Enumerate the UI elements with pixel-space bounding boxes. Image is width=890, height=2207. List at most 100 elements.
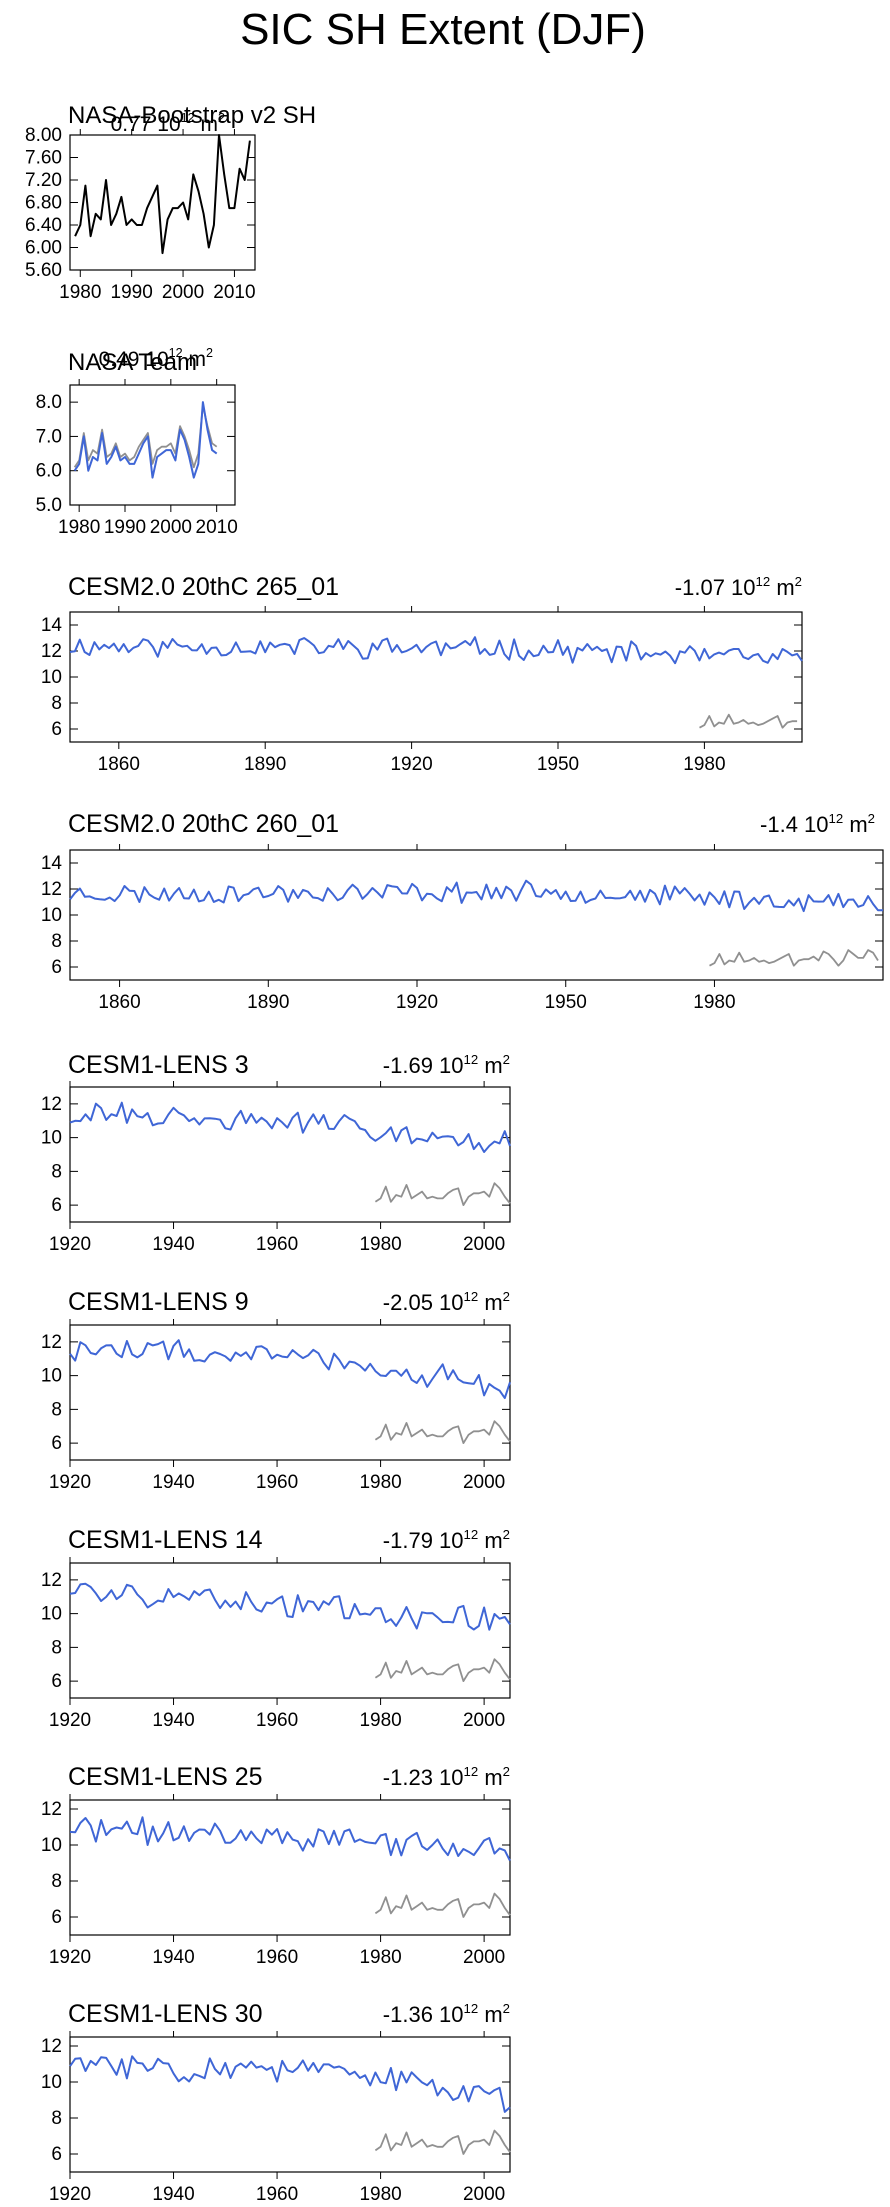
y-tick-label: 8.00 (25, 125, 62, 146)
x-tick-label: 1980 (359, 1947, 401, 1968)
y-tick-label: 10 (41, 905, 62, 926)
y-tick-label: 8 (51, 2108, 62, 2129)
chart-panel-1: NASA-Bootstrap v2 SH0.77 1012 m2 5.606.00… (25, 102, 316, 303)
x-tick-label: 1960 (256, 1234, 298, 1255)
panel-title: CESM1-LENS 3 (68, 1051, 249, 1079)
trend-label: -1.69 1012 m2 (383, 1052, 510, 1078)
x-tick-label: 1940 (152, 1710, 194, 1731)
plot-frame (69, 1086, 511, 1223)
panel-title: CESM1-LENS 30 (68, 2000, 263, 2028)
x-tick-label: 2000 (162, 282, 204, 303)
x-tick-label: 2000 (463, 2184, 505, 2205)
x-tick-label: 1920 (390, 754, 432, 775)
model-series-line (69, 1339, 511, 1400)
y-tick-label: 6.40 (25, 215, 62, 236)
y-tick-label: 14 (41, 615, 63, 636)
y-tick-label: 10 (41, 1604, 62, 1625)
y-tick-label: 14 (41, 853, 63, 874)
y-tick-label: 6.80 (25, 193, 62, 214)
chart-panel-6: CESM1-LENS 9 -2.05 1012 m2 6 8 10 12 1920 1940 1… (41, 1288, 511, 1493)
y-tick-label: 12 (41, 1799, 62, 1820)
x-tick-label: 2000 (463, 1472, 505, 1493)
y-tick-label: 8 (51, 931, 62, 952)
x-tick-label: 1990 (104, 517, 146, 538)
obs-series-line (73, 404, 218, 469)
y-tick-label: 8 (51, 1399, 62, 1420)
y-tick-label: 8 (51, 1637, 62, 1658)
y-tick-label: 10 (41, 667, 62, 688)
x-tick-label: 1980 (359, 1234, 401, 1255)
y-tick-label: 8 (51, 693, 62, 714)
panel-title: CESM2.0 20thC 265_01 (68, 573, 339, 601)
y-tick-label: 10 (41, 1835, 62, 1856)
x-tick-label: 1950 (537, 754, 579, 775)
model-series-line (69, 2055, 511, 2113)
x-tick-label: 1980 (59, 282, 101, 303)
y-tick-label: 12 (41, 879, 62, 900)
x-tick-label: 2000 (463, 1710, 505, 1731)
x-tick-label: 1960 (256, 1710, 298, 1731)
x-tick-label: 1940 (152, 1234, 194, 1255)
trend-label: -1.07 1012 m2 (675, 574, 802, 600)
x-tick-label: 2010 (196, 517, 238, 538)
plot-frame (69, 1562, 511, 1699)
trend-label: -1.4 1012 m2 (760, 811, 875, 837)
x-tick-label: 1920 (49, 2184, 91, 2205)
y-tick-label: 6 (51, 2144, 62, 2165)
model-series-line (73, 401, 218, 479)
model-series-line (69, 1101, 511, 1153)
panel-title: CESM2.0 20thC 260_01 (68, 810, 339, 838)
chart-panel-5: CESM1-LENS 3 -1.69 1012 m2 6 8 10 12 1920 1940 1… (41, 1051, 511, 1255)
x-tick-label: 1940 (152, 1947, 194, 1968)
panel-title: NASA Team (68, 349, 197, 376)
y-tick-label: 6 (51, 1195, 62, 1216)
y-tick-label: 12 (41, 1332, 62, 1353)
trend-label: 0.49 1012 m2 (99, 346, 213, 371)
y-tick-label: 7.0 (36, 426, 62, 447)
y-tick-label: 6 (51, 1907, 62, 1928)
x-tick-label: 1980 (58, 517, 100, 538)
chart-panel-3: CESM2.0 20thC 265_01 -1.07 1012 m2 6 8 10 12 1… (41, 573, 803, 775)
x-tick-label: 1920 (49, 1472, 91, 1493)
x-tick-label: 1980 (693, 992, 735, 1013)
x-tick-label: 1890 (247, 992, 289, 1013)
y-tick-label: 12 (41, 1570, 62, 1591)
y-tick-label: 6 (51, 957, 62, 978)
y-tick-label: 12 (41, 2036, 62, 2057)
obs-series-line (374, 1892, 511, 1918)
x-tick-label: 2010 (213, 282, 255, 303)
x-tick-label: 1940 (152, 2184, 194, 2205)
y-tick-label: 7.60 (25, 148, 62, 169)
model-series-line (69, 636, 803, 665)
y-tick-label: 7.20 (25, 170, 62, 191)
obs-series-line (699, 713, 798, 729)
model-series-line (69, 879, 883, 913)
x-tick-label: 1980 (359, 1472, 401, 1493)
x-tick-label: 2000 (150, 517, 192, 538)
trend-label: -2.05 1012 m2 (383, 1289, 510, 1315)
y-tick-label: 6 (51, 1671, 62, 1692)
trend-label: -1.23 1012 m2 (383, 1764, 510, 1790)
x-tick-label: 1980 (359, 2184, 401, 2205)
page-title: SIC SH Extent (DJF) (240, 5, 646, 54)
panel-title: CESM1-LENS 9 (68, 1288, 249, 1316)
trend-label: 0.77 1012 m2 (111, 111, 225, 136)
plot-frame (69, 384, 236, 506)
x-tick-label: 2000 (463, 1947, 505, 1968)
y-tick-label: 8 (51, 1871, 62, 1892)
x-tick-label: 1920 (49, 1710, 91, 1731)
obs-series-line (374, 1658, 511, 1682)
obs-series-line (709, 949, 879, 967)
panel-title: CESM1-LENS 25 (68, 1763, 263, 1791)
obs-series-line (374, 2129, 511, 2155)
chart-panel-9: CESM1-LENS 30 -1.36 1012 m2 6 8 10 12 1920 1940… (41, 2000, 511, 2205)
x-tick-label: 1940 (152, 1472, 194, 1493)
panel-title: NASA-Bootstrap v2 SH (68, 102, 316, 129)
model-series-line (69, 1582, 511, 1631)
obs-series-line (374, 1420, 511, 1444)
y-tick-label: 12 (41, 1094, 62, 1115)
y-tick-label: 8.0 (36, 392, 62, 413)
